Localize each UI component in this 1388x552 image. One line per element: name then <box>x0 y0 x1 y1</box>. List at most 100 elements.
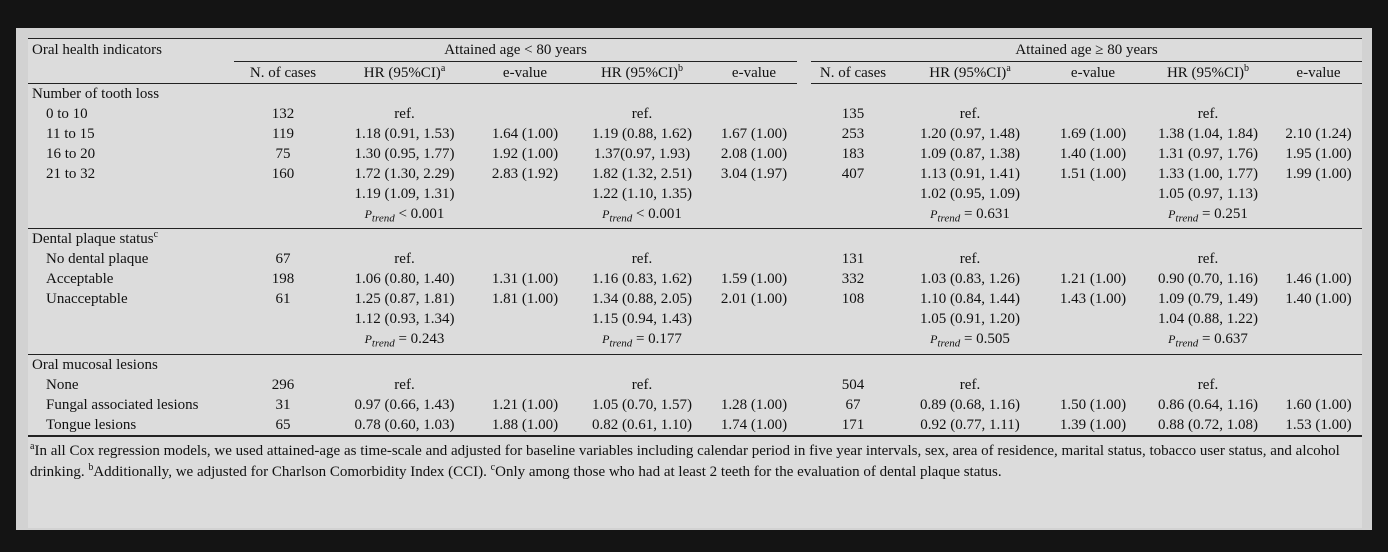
cell-hr1a: ref. <box>394 106 415 122</box>
cell-e2a <box>1045 375 1141 395</box>
ptrend-1b: Ptrend = 0.177 <box>573 329 711 355</box>
footnote-c: Only among those who had at least 2 teet… <box>495 463 1002 480</box>
ptrend-2a: Ptrend = 0.505 <box>895 329 1045 355</box>
table-row: Acceptable 198 1.06 (0.80, 1.40) 1.31 (1.00… <box>28 269 1362 289</box>
cell-hr2b: 1.38 (1.04, 1.84) <box>1158 126 1258 142</box>
cell-hr2a: 1.10 (0.84, 1.44) <box>920 291 1020 308</box>
cell-n2: 183 <box>841 146 865 162</box>
cell-hr1b: 1.34 (0.88, 2.05) <box>592 291 692 308</box>
cell-hr2b: 0.88 (0.72, 1.08) <box>1141 414 1275 436</box>
row-label: None <box>46 376 79 393</box>
cell-n1: 67 <box>275 251 291 268</box>
cell-e2b: 1.95 (1.00) <box>1285 146 1352 162</box>
ptrend-1a: Ptrend < 0.001 <box>332 204 477 230</box>
cell-hr1a: ref. <box>394 251 415 268</box>
cell-e1a: 1.31 (1.00) <box>491 271 559 288</box>
cell-hr2b: ref. <box>1197 106 1219 122</box>
cell-e2b <box>1275 249 1362 269</box>
cell-hr1b: 1.82 (1.32, 2.51) <box>592 166 692 182</box>
ptrend-row: Ptrend = 0.243 Ptrend = 0.177 Ptrend = 0.5… <box>28 329 1362 355</box>
cell-n2: 332 <box>841 271 865 288</box>
cell-hr1b: ref. <box>631 106 653 122</box>
cell-e1b: 1.59 (1.00) <box>720 271 788 288</box>
cell-e1a: 2.83 (1.92) <box>491 166 559 182</box>
header-hr-a-ge80: HR (95%CI)a <box>895 61 1045 84</box>
cell-e1b: 1.67 (1.00) <box>720 126 788 142</box>
cell-e2a: 1.39 (1.00) <box>1045 414 1141 436</box>
table-row: Tongue lesions 65 0.78 (0.60, 1.03) 1.88 (1… <box>28 414 1362 436</box>
cell-e2b: 1.53 (1.00) <box>1275 414 1362 436</box>
screenshot-frame: Oral health indicators Attained age < 80… <box>16 28 1372 530</box>
cell-e1b <box>711 104 797 124</box>
cell-e2a: 1.50 (1.00) <box>1059 396 1127 413</box>
section-header-row: Dental plaque statusc <box>28 229 1362 250</box>
row-label: 0 to 10 <box>46 106 88 122</box>
ptrend-1b: Ptrend < 0.001 <box>573 204 711 230</box>
results-table: Oral health indicators Attained age < 80… <box>28 38 1362 436</box>
cell-e1b <box>711 375 797 395</box>
table-footnotes: aIn all Cox regression models, we used a… <box>28 435 1362 483</box>
cell-hr2b: 0.90 (0.70, 1.16) <box>1158 271 1258 288</box>
table-row: Fungal associated lesions 31 0.97 (0.66, 1… <box>28 395 1362 415</box>
section-title: Number of tooth loss <box>32 86 160 102</box>
cell-e1b: 2.08 (1.00) <box>720 146 788 162</box>
header-group-ge80: Attained age ≥ 80 years <box>811 38 1362 62</box>
cell-e1b <box>711 249 797 269</box>
cell-e1a <box>477 375 573 395</box>
header-hr-a-lt80: HR (95%CI)a <box>332 61 477 84</box>
cell-e2b <box>1275 104 1362 124</box>
section-title: Dental plaque statusc <box>32 229 159 248</box>
ptrend-2b: Ptrend = 0.637 <box>1141 329 1275 355</box>
header-hr-b-lt80: HR (95%CI)b <box>573 61 711 84</box>
cell-e1a: 1.64 (1.00) <box>491 126 559 142</box>
trend-hr1b: 1.15 (0.94, 1.43) <box>592 311 692 328</box>
cell-n2: 171 <box>811 414 895 436</box>
cell-hr2b: 1.33 (1.00, 1.77) <box>1158 166 1258 182</box>
footnote-b: Additionally, we adjusted for Charlson C… <box>93 463 491 480</box>
cell-e2b <box>1275 375 1362 395</box>
cell-hr1b: 1.16 (0.83, 1.62) <box>592 271 692 288</box>
cell-hr1a: 1.30 (0.95, 1.77) <box>354 146 455 162</box>
header-evalue-b-lt80: e-value <box>711 61 797 84</box>
trend-hr-row: 1.12 (0.93, 1.34) 1.15 (0.94, 1.43) 1.05 (… <box>28 309 1362 329</box>
cell-e2a: 1.40 (1.00) <box>1059 146 1127 162</box>
cell-n2: 253 <box>841 126 865 142</box>
cell-e2b: 2.10 (1.24) <box>1285 126 1352 142</box>
trend-hr1a: 1.12 (0.93, 1.34) <box>354 311 455 328</box>
cell-n1: 296 <box>271 376 295 393</box>
cell-n1: 31 <box>275 396 291 413</box>
cell-n2: 135 <box>841 106 865 122</box>
cell-e2a <box>1045 104 1141 124</box>
table-row: No dental plaque 67 ref. ref. 131 ref. ref. <box>28 249 1362 269</box>
cell-hr2a: 1.03 (0.83, 1.26) <box>920 271 1020 288</box>
cell-hr1a: 1.72 (1.30, 2.29) <box>354 166 455 182</box>
cell-e2b: 1.60 (1.00) <box>1285 396 1352 413</box>
table-body: Number of tooth loss 0 to 10 132 ref. ref. 13… <box>28 84 1362 436</box>
cell-n1: 160 <box>271 166 295 182</box>
cell-hr2a: 1.20 (0.97, 1.48) <box>920 126 1020 142</box>
cell-n2: 131 <box>841 251 865 268</box>
cell-e1b: 2.01 (1.00) <box>720 291 788 308</box>
header-n-cases-ge80: N. of cases <box>811 61 895 84</box>
cell-e2a: 1.43 (1.00) <box>1059 291 1127 308</box>
cell-n1: 75 <box>275 146 291 162</box>
cell-e1a: 1.92 (1.00) <box>491 146 559 162</box>
cell-hr1b: 0.82 (0.61, 1.10) <box>573 414 711 436</box>
cell-n1: 119 <box>272 126 294 142</box>
cell-hr1a: ref. <box>394 376 415 393</box>
header-group-lt80: Attained age < 80 years <box>234 38 797 62</box>
cell-hr2a: ref. <box>959 106 981 122</box>
row-label: Acceptable <box>46 271 114 288</box>
cell-hr2a: 1.13 (0.91, 1.41) <box>920 166 1020 182</box>
cell-hr1b: ref. <box>631 376 653 393</box>
cell-e1a: 1.81 (1.00) <box>491 291 559 308</box>
ptrend-row: Ptrend < 0.001 Ptrend < 0.001 Ptrend = 0.6… <box>28 204 1362 230</box>
header-evalue-b-ge80: e-value <box>1275 61 1362 84</box>
cell-hr1a: 1.25 (0.87, 1.81) <box>354 291 455 308</box>
header-indicator: Oral health indicators <box>32 42 162 59</box>
header-evalue-a-ge80: e-value <box>1045 61 1141 84</box>
trend-hr1b: 1.22 (1.10, 1.35) <box>592 186 692 202</box>
cell-hr2a: ref. <box>959 376 981 393</box>
cell-hr1a: 0.97 (0.66, 1.43) <box>354 396 455 413</box>
cell-n2: 67 <box>845 396 861 413</box>
